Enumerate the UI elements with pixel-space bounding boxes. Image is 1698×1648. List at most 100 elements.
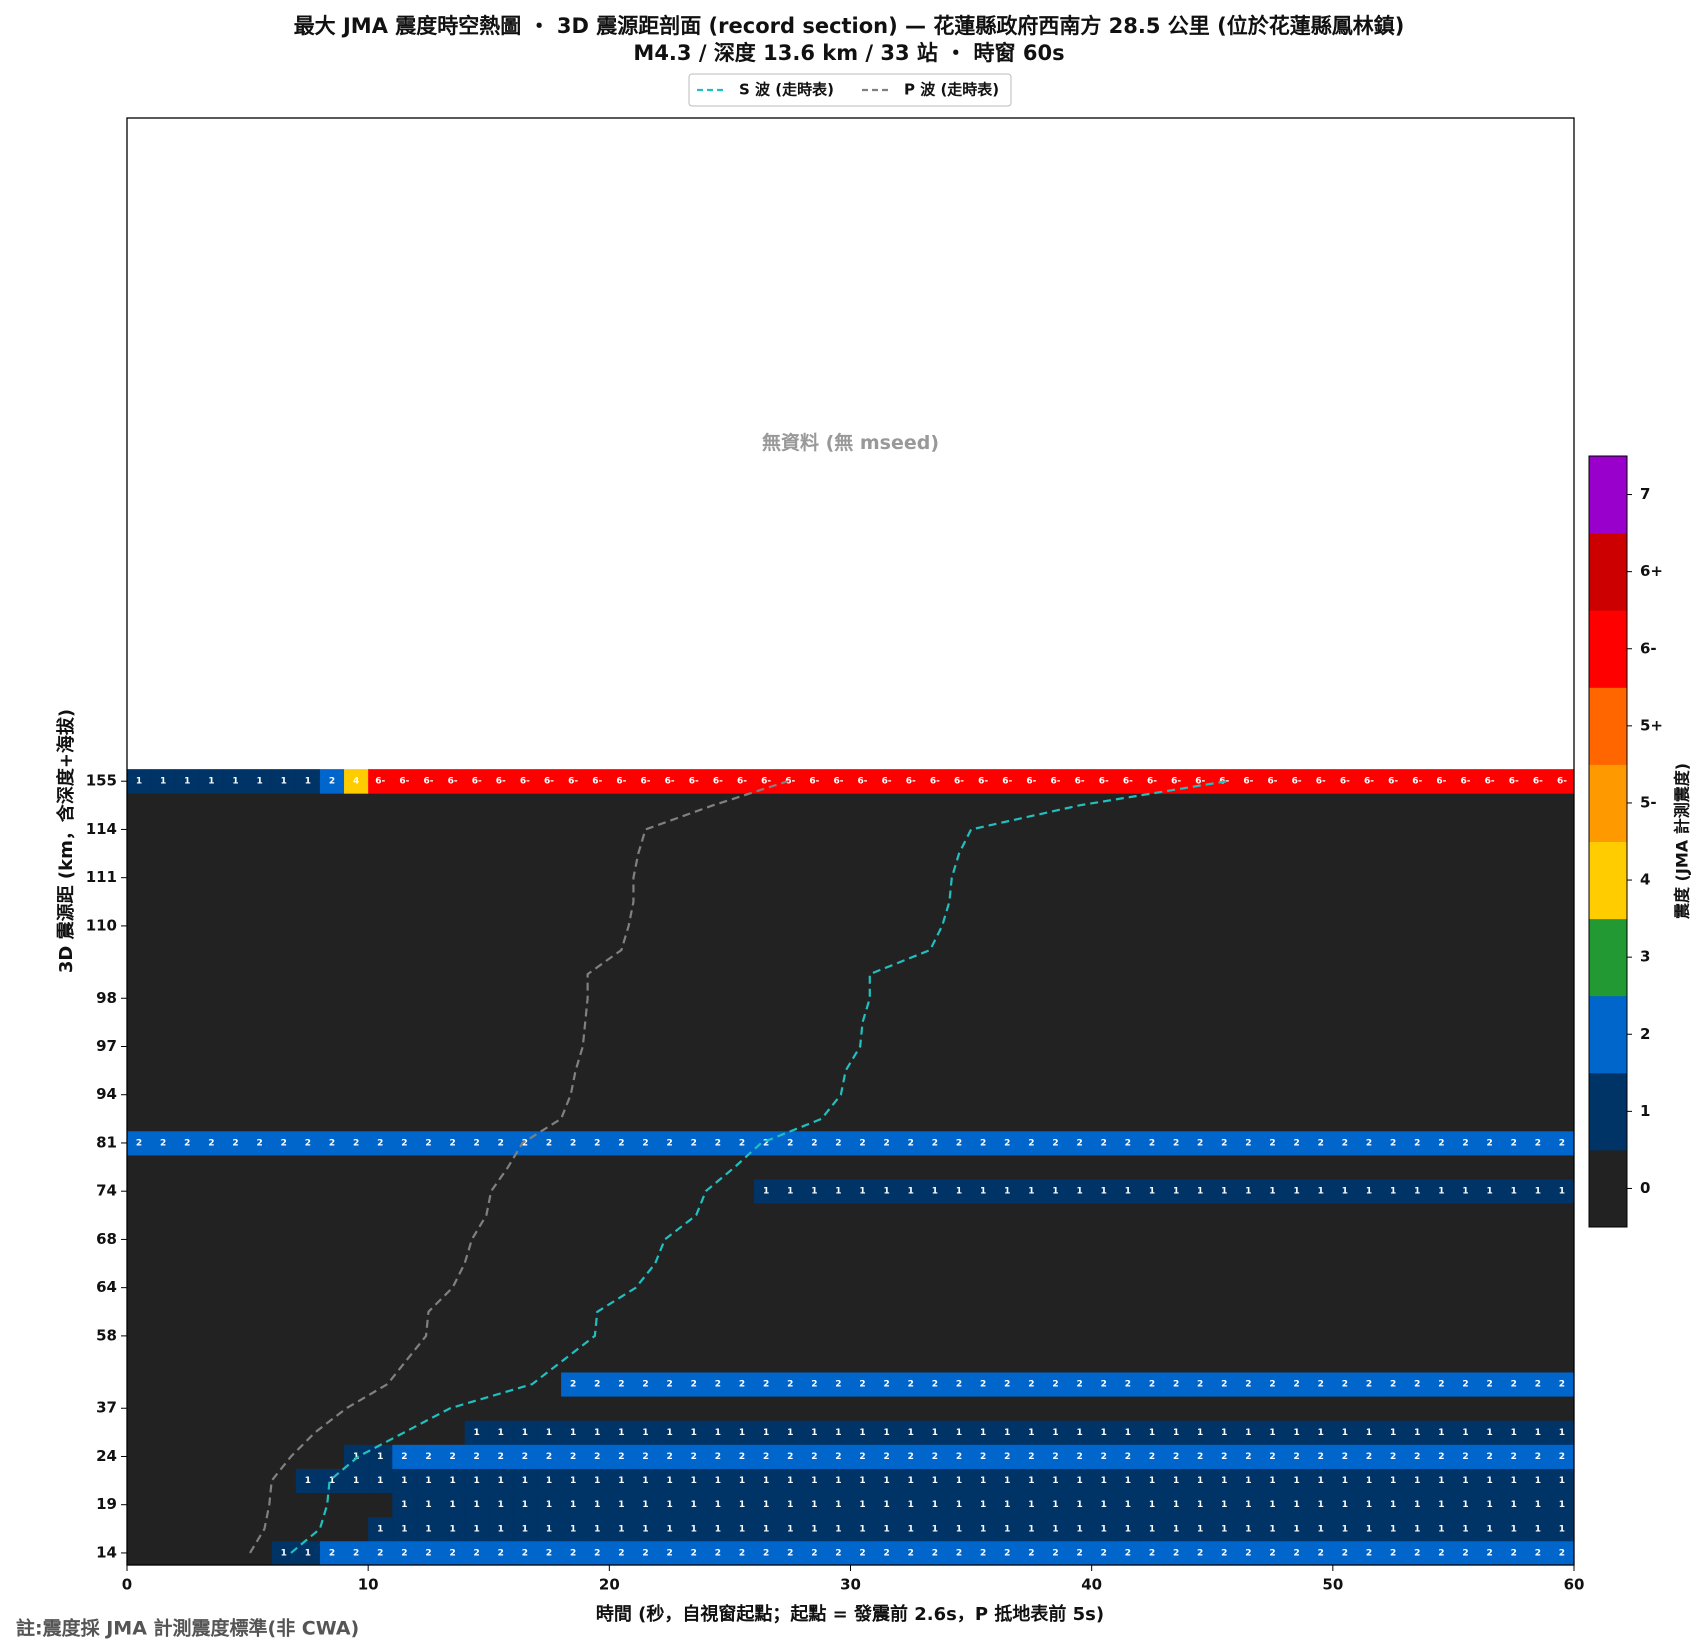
heatmap-cell — [850, 937, 876, 963]
heatmap-cell — [536, 1227, 562, 1252]
heatmap-cell — [392, 1106, 417, 1132]
heatmap-cell — [946, 1227, 972, 1252]
heatmap-cell — [488, 962, 514, 987]
heatmap-cell — [1260, 1468, 1285, 1494]
heatmap-cell — [1477, 1130, 1503, 1156]
heatmap-cell — [729, 1372, 755, 1397]
heatmap-cell — [657, 913, 683, 939]
heatmap-cell — [1139, 1130, 1165, 1156]
heatmap-cell — [295, 1420, 321, 1445]
heatmap-cell — [1453, 1372, 1478, 1397]
heatmap-cell — [898, 1106, 924, 1132]
heatmap-cell — [464, 1540, 490, 1566]
cell-label: 2 — [1028, 1548, 1034, 1558]
heatmap-cell — [1356, 1058, 1382, 1084]
heatmap-cell — [1356, 1372, 1382, 1397]
heatmap-cell — [705, 1203, 731, 1228]
cell-label: 1 — [859, 1500, 865, 1510]
x-tick-label: 50 — [1322, 1576, 1343, 1594]
cell-label: 2 — [1125, 1548, 1131, 1558]
heatmap-cell — [922, 769, 948, 794]
heatmap-cell — [1164, 1227, 1189, 1252]
heatmap-cell — [754, 841, 779, 867]
cell-label: 2 — [618, 1380, 624, 1390]
heatmap-cell — [1043, 937, 1068, 963]
cell-label: 2 — [1052, 1138, 1058, 1148]
cell-label: 2 — [1438, 1452, 1444, 1462]
heatmap-cell — [1405, 913, 1430, 939]
heatmap-cell — [1260, 1155, 1285, 1180]
heatmap-cell — [536, 1468, 562, 1494]
heatmap-cell — [1043, 841, 1068, 867]
heatmap-cell — [368, 1396, 393, 1421]
heatmap-cell — [512, 1540, 538, 1566]
cell-label: 1 — [570, 1500, 576, 1510]
heatmap-cell — [1164, 1540, 1189, 1566]
cell-label: 1 — [1125, 1524, 1131, 1534]
cell-label: 2 — [980, 1452, 986, 1462]
heatmap-cell — [151, 1010, 176, 1035]
heatmap-cell — [729, 1492, 755, 1518]
heatmap-cell — [199, 817, 224, 842]
heatmap-cell — [512, 1082, 538, 1108]
heatmap-cell — [1043, 1420, 1068, 1445]
heatmap-cell — [199, 1130, 224, 1156]
heatmap-cell — [705, 913, 731, 939]
heatmap-cell — [151, 913, 176, 939]
heatmap-cell — [609, 1106, 634, 1132]
heatmap-cell — [681, 793, 707, 818]
heatmap-cell — [850, 1155, 876, 1180]
cell-label: 1 — [136, 777, 142, 787]
cell-label: 1 — [787, 1428, 793, 1438]
heatmap-cell — [995, 1299, 1020, 1325]
heatmap-cell — [826, 1516, 851, 1542]
heatmap-cell — [1332, 1372, 1358, 1397]
heatmap-cell — [1139, 1323, 1165, 1349]
heatmap-cell — [1429, 817, 1454, 842]
cell-label: 2 — [353, 1138, 359, 1148]
cell-label: 2 — [1052, 1380, 1058, 1390]
heatmap-cell — [223, 1420, 248, 1445]
heatmap-cell — [1405, 1299, 1430, 1325]
heatmap-cell — [127, 937, 152, 963]
heatmap-cell — [1188, 1347, 1213, 1373]
cell-label: 1 — [594, 1428, 600, 1438]
cell-label: 2 — [281, 1138, 287, 1148]
cell-label: 1 — [1197, 1187, 1203, 1197]
cell-label: 1 — [257, 777, 263, 787]
heatmap-cell — [223, 865, 248, 891]
heatmap-cell — [1115, 1203, 1141, 1228]
heatmap-cell — [826, 1372, 851, 1397]
heatmap-cell — [585, 1251, 610, 1276]
heatmap-cell — [488, 937, 514, 963]
cell-label: 1 — [570, 1476, 576, 1486]
heatmap-cell — [874, 817, 900, 842]
heatmap-cell — [151, 1299, 176, 1325]
heatmap-cell — [754, 793, 779, 818]
heatmap-cell — [1525, 1106, 1551, 1132]
cell-label: 1 — [811, 1476, 817, 1486]
colorbar-swatch — [1589, 841, 1627, 920]
heatmap-cell — [922, 1516, 948, 1542]
y-tick-label: 94 — [96, 1085, 117, 1103]
heatmap-cell — [1115, 986, 1141, 1011]
cell-label: 1 — [932, 1187, 938, 1197]
cell-label: 1 — [811, 1187, 817, 1197]
heatmap-cell — [1356, 1492, 1382, 1518]
heatmap-cell — [705, 937, 731, 963]
heatmap-cell — [1381, 889, 1406, 915]
heatmap-cell — [561, 1179, 586, 1204]
chart-subtitle: M4.3 / 深度 13.6 km / 33 站 ・ 時窗 60s — [633, 41, 1064, 65]
heatmap-cell — [1260, 1372, 1285, 1397]
heatmap-cell — [295, 817, 321, 842]
heatmap-cell — [440, 1106, 466, 1132]
heatmap-cell — [1019, 1323, 1044, 1349]
heatmap-cell — [488, 1058, 514, 1084]
heatmap-cell — [1188, 1299, 1213, 1325]
cell-label: 2 — [1197, 1380, 1203, 1390]
heatmap-cell — [1091, 1299, 1117, 1325]
heatmap-cell — [440, 1420, 466, 1445]
cell-label: 2 — [160, 1138, 166, 1148]
heatmap-cell — [705, 769, 731, 794]
heatmap-cell — [1356, 1106, 1382, 1132]
